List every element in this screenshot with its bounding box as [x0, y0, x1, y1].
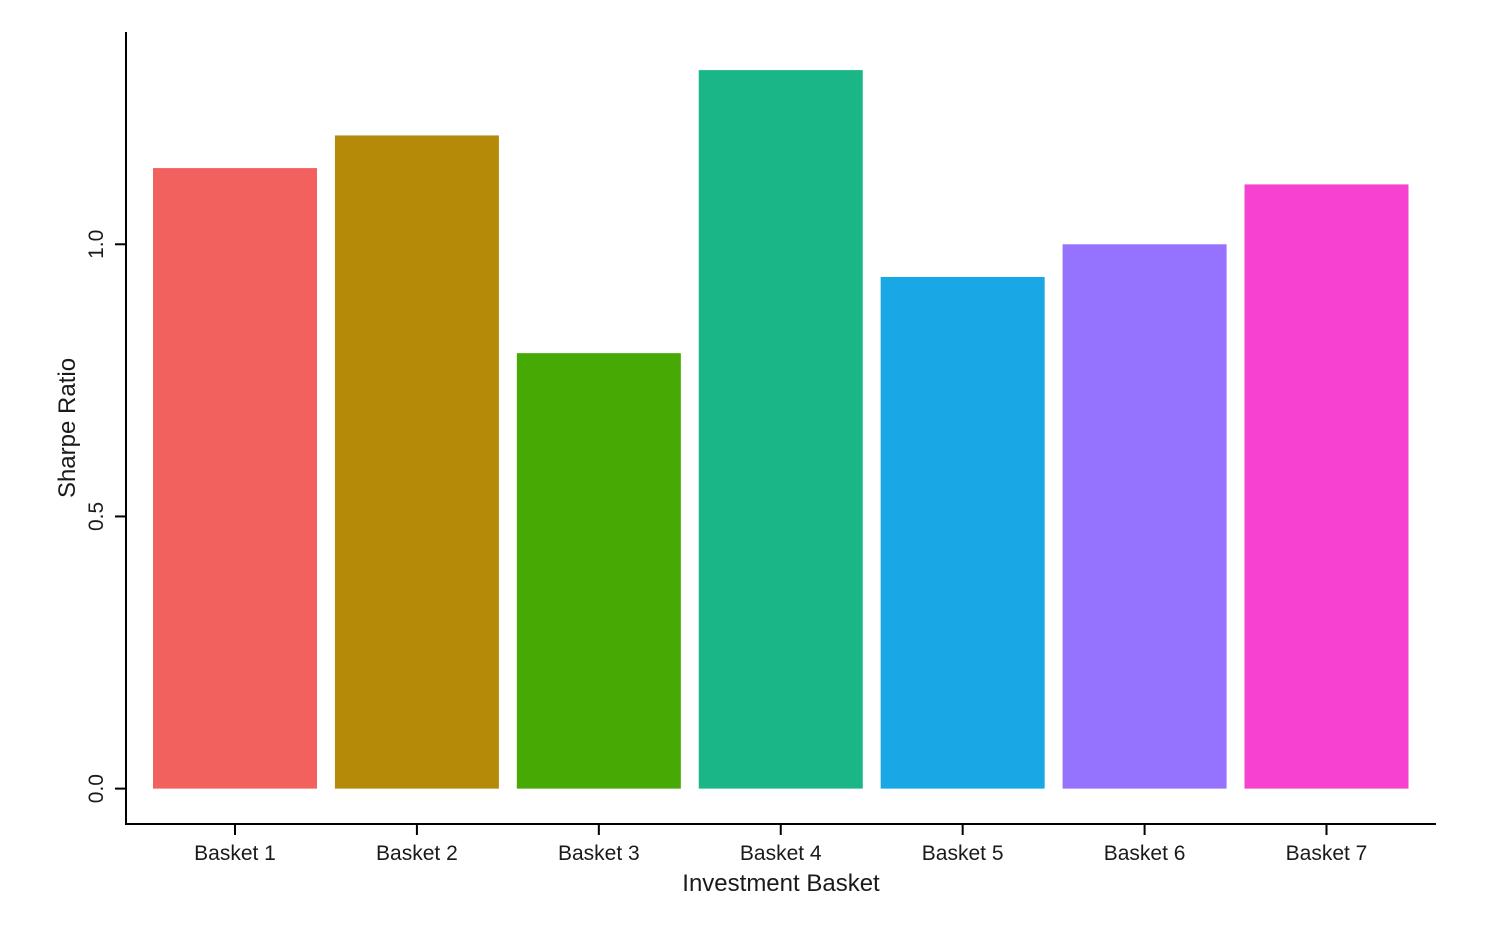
x-tick-label: Basket 3	[558, 842, 640, 865]
y-axis-title: Sharpe Ratio	[54, 358, 81, 498]
x-tick-label: Basket 6	[1104, 842, 1186, 865]
y-ticks-group: 0.0 0.5 1.0	[85, 230, 126, 803]
x-tick-label: Basket 7	[1286, 842, 1368, 865]
x-ticks-group: Basket 1 Basket 2 Basket 3 Basket 4 Basket 5…	[194, 824, 1367, 865]
y-tick-label: 1.0	[85, 230, 108, 259]
bar-7	[1244, 184, 1409, 789]
bar-2	[334, 135, 499, 789]
bars-group	[153, 70, 1409, 789]
x-axis-title: Investment Basket	[682, 870, 880, 897]
x-tick-label: Basket 2	[376, 842, 458, 865]
y-tick-label: 0.0	[85, 774, 108, 803]
bar-1	[153, 168, 317, 789]
bar-6	[1062, 244, 1227, 789]
bar-4	[698, 70, 863, 789]
x-tick-label: Basket 5	[922, 842, 1004, 865]
bar-5	[880, 276, 1045, 789]
y-tick-label: 0.5	[85, 502, 108, 531]
x-tick-label: Basket 4	[740, 842, 822, 865]
bar-3	[516, 353, 681, 789]
x-tick-label: Basket 1	[194, 842, 276, 865]
